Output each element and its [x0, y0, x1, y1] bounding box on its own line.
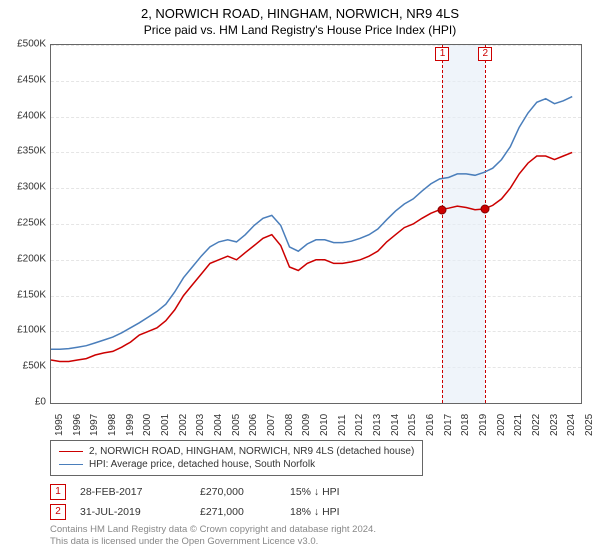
x-axis-tick: 2023 [549, 406, 560, 436]
sale-row: 1 28-FEB-2017 £270,000 15% ↓ HPI [50, 482, 390, 502]
footer-line: Contains HM Land Registry data © Crown c… [50, 524, 376, 536]
x-axis-tick: 2016 [425, 406, 436, 436]
x-axis-tick: 2020 [496, 406, 507, 436]
x-axis-tick: 2002 [178, 406, 189, 436]
y-axis-tick: £250K [2, 218, 46, 229]
sale-marker-dot [438, 205, 447, 214]
page-subtitle: Price paid vs. HM Land Registry's House … [0, 21, 600, 41]
legend-swatch [59, 464, 83, 465]
sale-marker-1: 1 [50, 484, 66, 500]
x-axis-tick: 2015 [407, 406, 418, 436]
sale-amount: £271,000 [200, 506, 290, 518]
y-axis-tick: £0 [2, 397, 46, 408]
y-axis-tick: £500K [2, 39, 46, 50]
page-title: 2, NORWICH ROAD, HINGHAM, NORWICH, NR9 4… [0, 0, 600, 21]
x-axis-tick: 1998 [107, 406, 118, 436]
legend-item-hpi: HPI: Average price, detached house, Sout… [59, 458, 414, 471]
x-axis-tick: 2021 [513, 406, 524, 436]
sales-table: 1 28-FEB-2017 £270,000 15% ↓ HPI 2 31-JU… [50, 482, 390, 522]
footer-attribution: Contains HM Land Registry data © Crown c… [50, 524, 376, 549]
x-axis-tick: 2011 [337, 406, 348, 436]
x-axis-tick: 2010 [319, 406, 330, 436]
y-axis-tick: £300K [2, 182, 46, 193]
x-axis-tick: 2019 [478, 406, 489, 436]
x-axis-tick: 2009 [301, 406, 312, 436]
sale-date: 28-FEB-2017 [80, 486, 200, 498]
sale-vs-hpi: 18% ↓ HPI [290, 506, 390, 518]
x-axis-tick: 1999 [125, 406, 136, 436]
sale-marker-dot [481, 204, 490, 213]
sale-date: 31-JUL-2019 [80, 506, 200, 518]
x-axis-tick: 2000 [142, 406, 153, 436]
footer-line: This data is licensed under the Open Gov… [50, 536, 376, 548]
sale-row: 2 31-JUL-2019 £271,000 18% ↓ HPI [50, 502, 390, 522]
legend-label: 2, NORWICH ROAD, HINGHAM, NORWICH, NR9 4… [89, 446, 414, 457]
x-axis-tick: 2025 [584, 406, 595, 436]
y-axis-tick: £50K [2, 361, 46, 372]
y-axis-tick: £350K [2, 146, 46, 157]
legend-item-property: 2, NORWICH ROAD, HINGHAM, NORWICH, NR9 4… [59, 445, 414, 458]
x-axis-tick: 1997 [89, 406, 100, 436]
x-axis-tick: 2018 [460, 406, 471, 436]
y-axis-tick: £450K [2, 74, 46, 85]
y-axis-tick: £100K [2, 325, 46, 336]
y-axis-tick: £400K [2, 110, 46, 121]
x-axis-tick: 2022 [531, 406, 542, 436]
x-axis-tick: 2013 [372, 406, 383, 436]
x-axis-tick: 2024 [566, 406, 577, 436]
x-axis-tick: 2004 [213, 406, 224, 436]
x-axis-tick: 2008 [284, 406, 295, 436]
sale-marker-label: 1 [435, 47, 449, 61]
x-axis-tick: 2003 [195, 406, 206, 436]
x-axis-tick: 1996 [72, 406, 83, 436]
legend-label: HPI: Average price, detached house, Sout… [89, 459, 315, 470]
x-axis-tick: 2006 [248, 406, 259, 436]
x-axis-tick: 2014 [390, 406, 401, 436]
x-axis-tick: 2005 [231, 406, 242, 436]
legend-swatch [59, 451, 83, 452]
series-property [51, 152, 572, 361]
sale-marker-2: 2 [50, 504, 66, 520]
sale-vs-hpi: 15% ↓ HPI [290, 486, 390, 498]
x-axis-tick: 1995 [54, 406, 65, 436]
x-axis-tick: 2017 [443, 406, 454, 436]
price-chart: 12 [50, 44, 582, 404]
series-hpi [51, 97, 572, 350]
sale-marker-label: 2 [478, 47, 492, 61]
y-axis-tick: £150K [2, 289, 46, 300]
x-axis-tick: 2012 [354, 406, 365, 436]
legend: 2, NORWICH ROAD, HINGHAM, NORWICH, NR9 4… [50, 440, 423, 476]
y-axis-tick: £200K [2, 253, 46, 264]
x-axis-tick: 2001 [160, 406, 171, 436]
sale-amount: £270,000 [200, 486, 290, 498]
x-axis-tick: 2007 [266, 406, 277, 436]
